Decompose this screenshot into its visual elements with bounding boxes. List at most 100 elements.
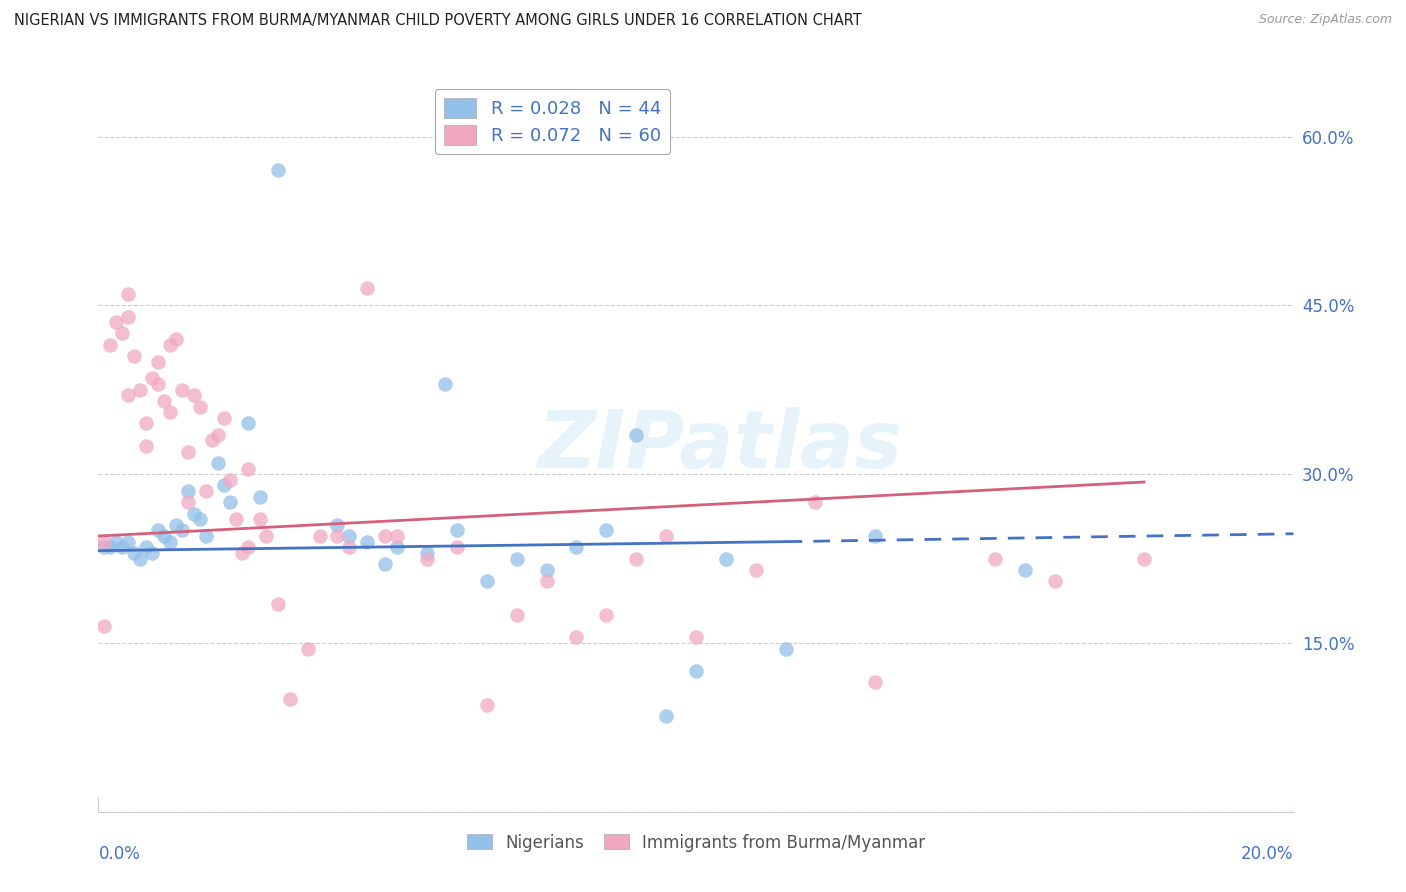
- Point: [141, 371, 163, 385]
- Point: [536, 563, 558, 577]
- Point: [195, 483, 218, 498]
- Point: [267, 597, 290, 611]
- Point: [236, 461, 259, 475]
- Point: [416, 551, 439, 566]
- Point: [267, 163, 290, 178]
- Point: [626, 551, 648, 566]
- Point: [1014, 563, 1036, 577]
- Point: [475, 698, 498, 712]
- Point: [685, 664, 707, 678]
- Point: [111, 541, 134, 555]
- Point: [236, 541, 259, 555]
- Point: [326, 529, 349, 543]
- Text: 0.0%: 0.0%: [98, 845, 141, 863]
- Point: [506, 607, 529, 622]
- Point: [207, 456, 229, 470]
- Point: [165, 332, 187, 346]
- Text: Source: ZipAtlas.com: Source: ZipAtlas.com: [1258, 13, 1392, 27]
- Point: [565, 541, 588, 555]
- Point: [865, 529, 887, 543]
- Legend: Nigerians, Immigrants from Burma/Myanmar: Nigerians, Immigrants from Burma/Myanmar: [460, 827, 932, 858]
- Point: [1043, 574, 1066, 588]
- Point: [475, 574, 498, 588]
- Point: [254, 529, 277, 543]
- Point: [141, 546, 163, 560]
- Point: [111, 326, 134, 341]
- Point: [339, 529, 360, 543]
- Point: [148, 354, 170, 368]
- Point: [655, 709, 678, 723]
- Point: [135, 417, 157, 431]
- Point: [308, 529, 330, 543]
- Point: [172, 383, 194, 397]
- Point: [177, 483, 200, 498]
- Point: [416, 546, 439, 560]
- Point: [135, 541, 157, 555]
- Point: [212, 410, 235, 425]
- Point: [714, 551, 737, 566]
- Point: [374, 557, 396, 571]
- Point: [506, 551, 529, 566]
- Point: [183, 507, 205, 521]
- Point: [249, 490, 271, 504]
- Point: [212, 478, 235, 492]
- Point: [124, 546, 146, 560]
- Point: [153, 529, 176, 543]
- Point: [100, 337, 122, 351]
- Point: [153, 394, 176, 409]
- Point: [105, 534, 128, 549]
- Point: [105, 315, 128, 329]
- Point: [177, 444, 200, 458]
- Point: [117, 310, 139, 324]
- Point: [219, 495, 242, 509]
- Point: [536, 574, 558, 588]
- Point: [117, 287, 139, 301]
- Point: [278, 692, 301, 706]
- Point: [446, 541, 468, 555]
- Point: [1133, 551, 1156, 566]
- Point: [595, 524, 617, 538]
- Point: [595, 607, 617, 622]
- Text: 20.0%: 20.0%: [1241, 845, 1294, 863]
- Point: [236, 417, 259, 431]
- Point: [339, 541, 360, 555]
- Point: [297, 641, 319, 656]
- Point: [745, 563, 768, 577]
- Point: [148, 524, 170, 538]
- Point: [385, 541, 409, 555]
- Point: [565, 630, 588, 644]
- Point: [207, 427, 229, 442]
- Point: [374, 529, 396, 543]
- Text: NIGERIAN VS IMMIGRANTS FROM BURMA/MYANMAR CHILD POVERTY AMONG GIRLS UNDER 16 COR: NIGERIAN VS IMMIGRANTS FROM BURMA/MYANMA…: [14, 13, 862, 29]
- Point: [159, 534, 181, 549]
- Point: [148, 377, 170, 392]
- Point: [326, 517, 349, 532]
- Point: [183, 388, 205, 402]
- Point: [385, 529, 409, 543]
- Point: [775, 641, 797, 656]
- Point: [219, 473, 242, 487]
- Point: [188, 400, 211, 414]
- Point: [434, 377, 457, 392]
- Point: [124, 349, 146, 363]
- Point: [129, 383, 152, 397]
- Point: [655, 529, 678, 543]
- Point: [135, 439, 157, 453]
- Point: [446, 524, 468, 538]
- Point: [195, 529, 218, 543]
- Point: [356, 281, 378, 295]
- Text: ZIPatlas: ZIPatlas: [537, 407, 903, 485]
- Point: [177, 495, 200, 509]
- Point: [685, 630, 707, 644]
- Point: [865, 675, 887, 690]
- Point: [356, 534, 378, 549]
- Point: [231, 546, 253, 560]
- Point: [159, 337, 181, 351]
- Point: [93, 541, 115, 555]
- Point: [93, 619, 115, 633]
- Point: [159, 405, 181, 419]
- Point: [117, 534, 139, 549]
- Point: [804, 495, 827, 509]
- Point: [249, 512, 271, 526]
- Point: [117, 388, 139, 402]
